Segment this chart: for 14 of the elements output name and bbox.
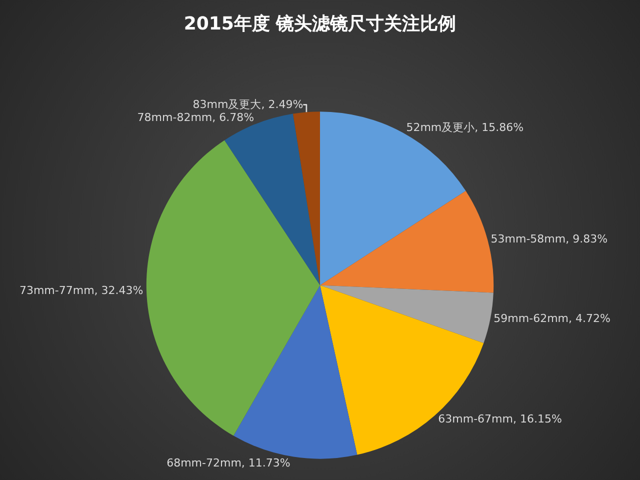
pie-slice: [320, 285, 494, 344]
pie-slice: [146, 140, 320, 436]
slice-label: 63mm-67mm, 16.15%: [438, 412, 562, 426]
chart-title: 2015年度 镜头滤镜尺寸关注比例: [184, 13, 456, 34]
slice-label: 68mm-72mm, 11.73%: [166, 456, 290, 470]
slice-label: 78mm-82mm, 6.78%: [137, 111, 254, 124]
pie-slice: [234, 285, 358, 459]
pie-slice: [320, 190, 494, 293]
slice-label: 53mm-58mm, 9.83%: [490, 232, 608, 246]
slice-label: 52mm及更小, 15.86%: [406, 121, 524, 134]
pie-slice: [292, 112, 320, 286]
slice-label: 83mm及更大, 2.49%: [192, 98, 304, 112]
slice-label: 59mm-62mm, 4.72%: [494, 312, 610, 326]
slice-label: 73mm-77mm, 32.43%: [19, 284, 144, 298]
